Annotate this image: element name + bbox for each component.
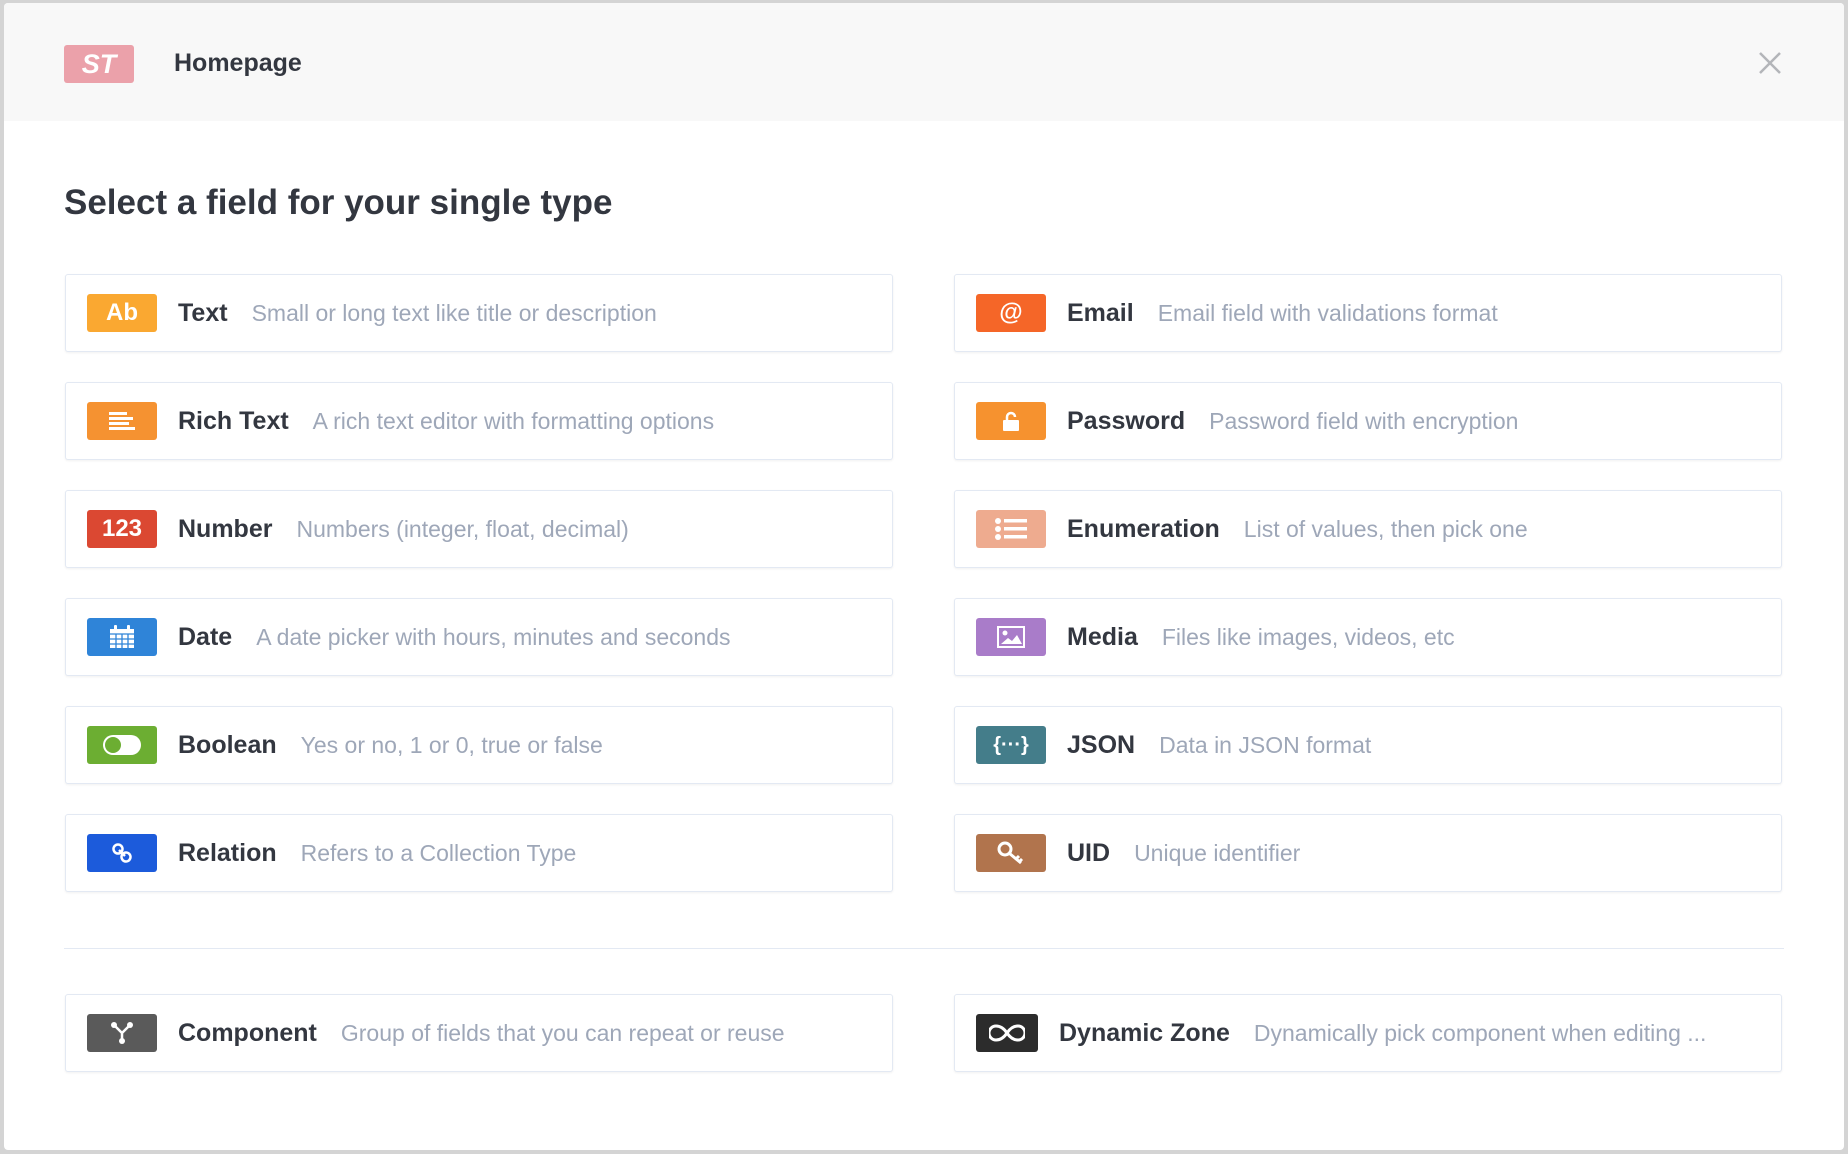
- field-selection-modal: ST Homepage Select a field for your sing…: [4, 3, 1844, 1150]
- calendar-icon: [87, 618, 157, 656]
- component-icon: [87, 1014, 157, 1052]
- field-label: Rich Text: [178, 406, 289, 435]
- number-icon: 123: [87, 510, 157, 548]
- field-option-password[interactable]: Password Password field with encryption: [954, 382, 1782, 460]
- link-icon: [87, 834, 157, 872]
- field-label: Date: [178, 622, 233, 651]
- field-label: UID: [1067, 838, 1111, 867]
- field-option-email[interactable]: @ Email Email field with validations forma…: [954, 274, 1782, 352]
- key-icon: [976, 834, 1046, 872]
- field-description: Data in JSON format: [1159, 731, 1372, 758]
- text-icon: Ab: [87, 294, 157, 332]
- field-description: Numbers (integer, float, decimal): [296, 515, 629, 542]
- field-label: Email: [1067, 298, 1134, 327]
- field-label: Dynamic Zone: [1059, 1018, 1230, 1047]
- field-option-dynamic-zone[interactable]: Dynamic Zone Dynamically pick component w…: [954, 994, 1782, 1072]
- field-option-media[interactable]: Media Files like images, videos, etc: [954, 598, 1782, 676]
- field-label: Password: [1067, 406, 1186, 435]
- page-title: Select a field for your single type: [64, 183, 613, 222]
- close-icon[interactable]: [1754, 47, 1786, 79]
- divider: [64, 948, 1784, 949]
- field-option-json[interactable]: {···} JSON Data in JSON format: [954, 706, 1782, 784]
- field-option-enumeration[interactable]: Enumeration List of values, then pick one: [954, 490, 1782, 568]
- field-label: Relation: [178, 838, 277, 867]
- field-description: Yes or no, 1 or 0, true or false: [300, 731, 603, 758]
- list-icon: [976, 510, 1046, 548]
- field-label: JSON: [1067, 730, 1136, 759]
- modal-header: ST Homepage: [4, 3, 1844, 121]
- field-option-number[interactable]: 123 Number Numbers (integer, float, decima…: [65, 490, 893, 568]
- field-description: A rich text editor with formatting optio…: [312, 407, 715, 434]
- toggle-icon: [87, 726, 157, 764]
- single-type-logo: ST: [64, 45, 134, 83]
- field-option-uid[interactable]: UID Unique identifier: [954, 814, 1782, 892]
- field-description: Password field with encryption: [1209, 407, 1519, 434]
- field-description: A date picker with hours, minutes and se…: [256, 623, 731, 650]
- infinity-icon: [976, 1014, 1038, 1052]
- field-label: Text: [178, 298, 228, 327]
- field-option-boolean[interactable]: Boolean Yes or no, 1 or 0, true or false: [65, 706, 893, 784]
- field-description: Group of fields that you can repeat or r…: [340, 1019, 785, 1046]
- field-label: Component: [178, 1018, 317, 1047]
- field-description: List of values, then pick one: [1243, 515, 1528, 542]
- field-option-rich-text[interactable]: Rich Text A rich text editor with formatt…: [65, 382, 893, 460]
- field-option-date[interactable]: Date A date picker with hours, minutes an…: [65, 598, 893, 676]
- modal-title: Homepage: [174, 49, 302, 77]
- field-label: Boolean: [178, 730, 277, 759]
- at-icon: @: [976, 294, 1046, 332]
- field-label: Number: [178, 514, 273, 543]
- field-description: Files like images, videos, etc: [1161, 623, 1455, 650]
- align-left-icon: [87, 402, 157, 440]
- field-description: Small or long text like title or descrip…: [251, 299, 657, 326]
- field-label: Media: [1067, 622, 1138, 651]
- field-description: Unique identifier: [1134, 839, 1301, 866]
- field-option-component[interactable]: Component Group of fields that you can re…: [65, 994, 893, 1072]
- lock-icon: [976, 402, 1046, 440]
- image-icon: [976, 618, 1046, 656]
- json-icon: {···}: [976, 726, 1046, 764]
- field-description: Email field with validations format: [1157, 299, 1498, 326]
- field-label: Enumeration: [1067, 514, 1220, 543]
- field-description: Dynamically pick component when editing …: [1253, 1019, 1707, 1046]
- field-option-relation[interactable]: Relation Refers to a Collection Type: [65, 814, 893, 892]
- field-option-text[interactable]: Ab Text Small or long text like title or d…: [65, 274, 893, 352]
- field-description: Refers to a Collection Type: [300, 839, 577, 866]
